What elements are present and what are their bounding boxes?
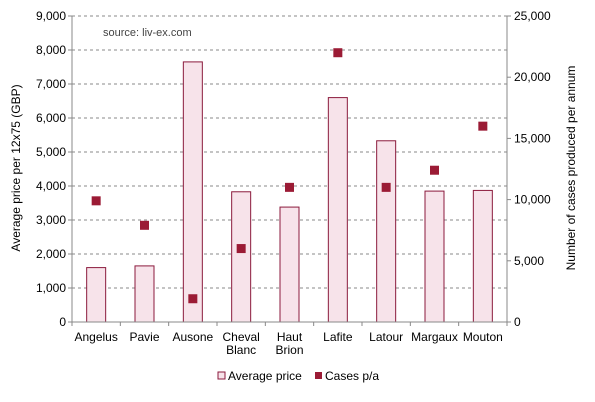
- marker-cases: [333, 48, 343, 58]
- bar-average-price: [376, 140, 397, 323]
- y-tick-label: 7,000: [36, 77, 66, 91]
- marker-cases: [381, 182, 391, 192]
- bar-series: [86, 61, 493, 323]
- y2-tick-label: 10,000: [514, 193, 551, 207]
- y-tick-label: 0: [59, 315, 66, 329]
- bar-average-price: [424, 190, 445, 323]
- bar-average-price: [86, 267, 107, 323]
- y-tick-label: 1,000: [36, 281, 66, 295]
- x-tick-label: Margaux: [411, 330, 458, 344]
- marker-cases: [285, 182, 294, 192]
- bar-average-price: [182, 61, 203, 323]
- legend-label-average-price: Average price: [228, 369, 302, 383]
- bar-average-price: [231, 191, 252, 323]
- x-tick-label: Lafite: [323, 330, 353, 344]
- y2-tick-label: 20,000: [514, 70, 551, 84]
- marker-cases: [430, 165, 439, 175]
- y-tick-label: 4,000: [36, 179, 66, 193]
- tick-labels: 0 1,000 2,000 3,000 4,000 5,000 6,000 7,000 8,00…: [36, 9, 551, 357]
- y2-axis-title: Number of cases produced per annum: [564, 66, 578, 271]
- marker-cases: [188, 294, 198, 304]
- marker-series: [91, 48, 488, 304]
- y-tick-label: 3,000: [36, 213, 66, 227]
- y-tick-label: 6,000: [36, 111, 66, 125]
- x-tick-label: Ausone: [172, 330, 213, 344]
- y-tick-label: 8,000: [36, 43, 66, 57]
- x-tick-label: Brion: [275, 343, 303, 357]
- marker-cases: [478, 121, 488, 131]
- x-tick-label: Haut: [277, 330, 303, 344]
- legend-swatch-average-price: [217, 371, 226, 380]
- marker-cases: [140, 220, 149, 230]
- x-tick-label: Blanc: [226, 343, 256, 357]
- bar-average-price: [134, 265, 155, 323]
- y2-tick-label: 25,000: [514, 9, 551, 23]
- bar-average-price: [472, 189, 493, 323]
- axes: [68, 15, 511, 326]
- y2-tick-label: 15,000: [514, 131, 551, 145]
- x-tick-label: Mouton: [463, 330, 503, 344]
- bar-average-price: [327, 97, 348, 323]
- y-tick-label: 5,000: [36, 145, 66, 159]
- bar-average-price: [279, 206, 300, 323]
- marker-cases: [236, 244, 246, 254]
- legend-label-cases: Cases p/a: [325, 369, 379, 383]
- x-tick-label: Pavie: [129, 330, 159, 344]
- y2-tick-label: 5,000: [514, 254, 544, 268]
- marker-cases: [91, 196, 101, 206]
- y2-tick-label: 0: [514, 315, 521, 329]
- y-tick-label: 2,000: [36, 247, 66, 261]
- y-axis-title: Average price per 12x75 (GBP): [9, 84, 23, 251]
- source-note: source: liv-ex.com: [103, 27, 192, 39]
- x-tick-label: Latour: [369, 330, 403, 344]
- gridlines: [72, 15, 507, 289]
- x-tick-label: Angelus: [74, 330, 117, 344]
- y-tick-label: 9,000: [36, 9, 66, 23]
- x-tick-label: Cheval: [222, 330, 259, 344]
- legend: Average price Cases p/a: [217, 369, 379, 383]
- legend-swatch-cases: [315, 372, 322, 379]
